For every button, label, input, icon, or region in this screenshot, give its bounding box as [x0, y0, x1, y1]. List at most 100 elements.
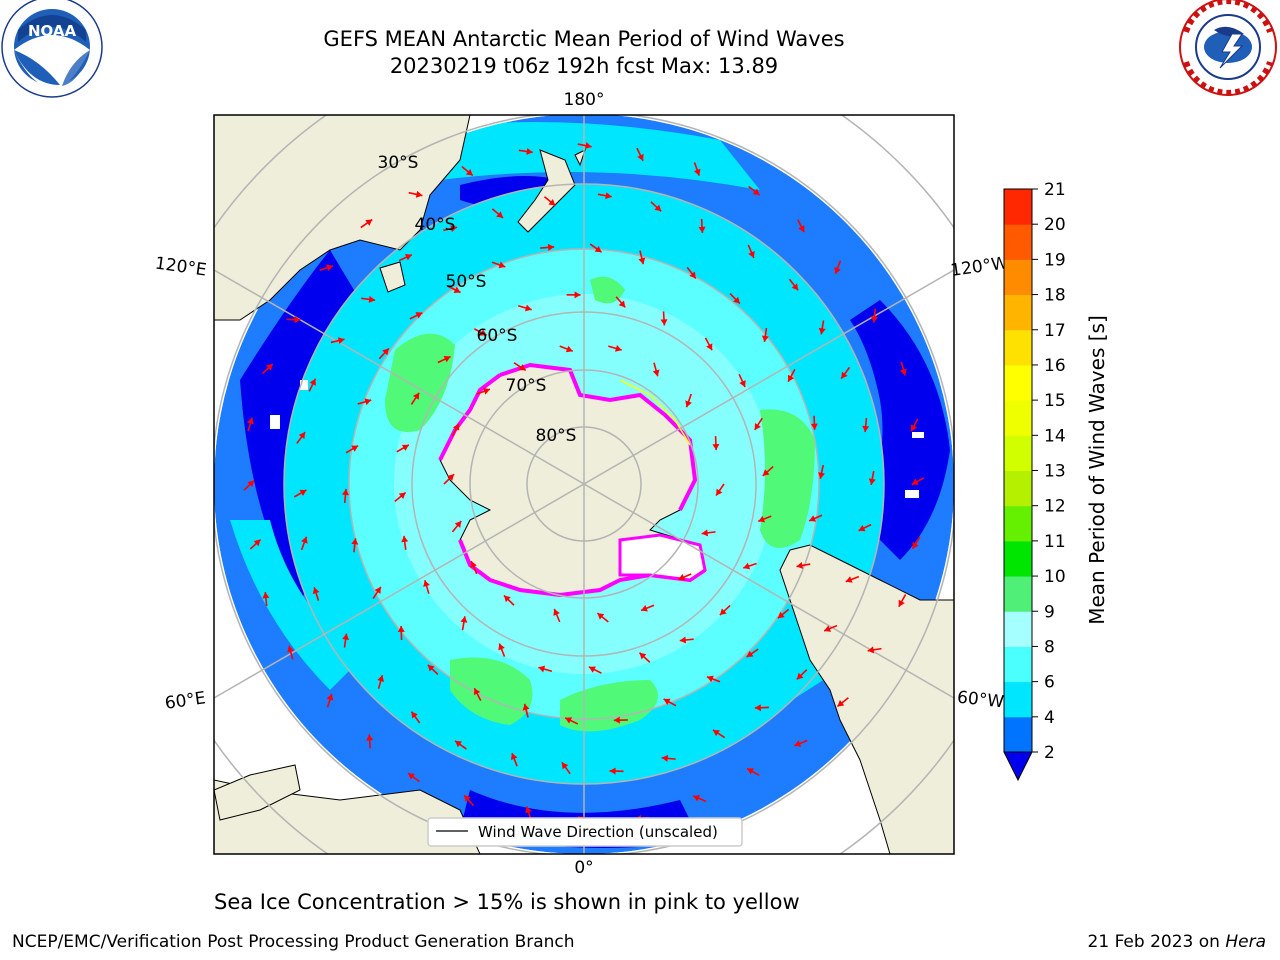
wave-direction-arrow [754, 704, 769, 712]
colorbar-tick-label: 13 [1044, 462, 1066, 482]
wave-direction-arrow [729, 292, 741, 305]
wave-direction-arrow [351, 538, 359, 553]
wave-direction-arrow [261, 363, 274, 375]
wave-direction-arrow [810, 415, 818, 430]
wave-direction-arrow [460, 616, 468, 631]
nws-logo [1179, 0, 1277, 96]
wave-direction-arrow [797, 219, 805, 233]
wave-direction-arrow [910, 418, 919, 432]
colorbar-segment [1004, 435, 1032, 471]
wave-direction-arrow [401, 535, 409, 550]
wave-direction-arrow [608, 345, 622, 352]
wave-direction-arrow [357, 398, 372, 406]
wave-direction-arrow [513, 362, 527, 372]
colorbar-tick-label: 20 [1044, 215, 1066, 235]
wave-direction-arrow [342, 633, 350, 648]
wave-direction-arrow [451, 520, 462, 533]
wave-direction-arrow [596, 612, 609, 623]
wave-direction-arrow [345, 444, 359, 454]
wave-direction-arrow [410, 392, 420, 405]
wave-direction-arrow [377, 674, 385, 689]
wave-direction-arrow [262, 592, 270, 607]
footer-date-text: 21 Feb 2023 on [1087, 932, 1226, 952]
legend-label: Wind Wave Direction (unscaled) [478, 823, 718, 841]
wave-direction-arrow [704, 337, 713, 351]
wave-direction-arrow [491, 261, 506, 269]
wave-direction-arrow [640, 604, 655, 612]
wave-direction-arrow [540, 243, 555, 251]
wave-direction-arrow [491, 208, 504, 219]
map-legend: Wind Wave Direction (unscaled) [427, 817, 743, 847]
wave-direction-arrow [796, 669, 808, 681]
wave-direction-arrow [868, 470, 876, 486]
wave-direction-arrow [870, 308, 878, 323]
wave-direction-arrow [719, 604, 731, 616]
lon-label-60e: 60°E [164, 688, 207, 713]
wave-direction-arrow [840, 366, 851, 380]
wave-direction-arrow [808, 514, 823, 522]
wave-direction-arrow [461, 166, 474, 177]
wave-direction-arrow [747, 244, 755, 259]
wave-direction-arrow [463, 794, 475, 807]
wave-direction-arrow [300, 536, 308, 551]
footer-credit: NCEP/EMC/Verification Post Processing Pr… [12, 932, 575, 952]
wave-direction-arrow [293, 489, 307, 498]
wave-direction-arrow [788, 278, 799, 291]
wave-direction-arrow [588, 666, 602, 674]
wave-direction-arrow [615, 296, 626, 308]
wave-direction-arrow [836, 697, 849, 708]
colorbar-segment [1004, 646, 1032, 683]
wave-direction-arrow [597, 192, 612, 200]
wave-direction-arrow [451, 423, 460, 437]
colorbar-tick-label: 19 [1044, 250, 1066, 270]
lat-label-60s: 60°S [477, 326, 518, 346]
colorbar-tick-label: 11 [1044, 532, 1066, 552]
wave-direction-arrow [712, 436, 720, 451]
wave-direction-arrow [396, 444, 410, 453]
sea-ice [438, 362, 707, 598]
graticule [214, 115, 954, 854]
colorbar-segment [1004, 224, 1032, 260]
wave-direction-arrow [510, 752, 518, 767]
lon-label-60w: 60°W [956, 688, 1005, 713]
map-area [214, 115, 954, 854]
map-title: GEFS MEAN Antarctic Mean Period of Wind … [323, 27, 845, 51]
colorbar-segment [1004, 716, 1032, 753]
wave-direction-arrow [686, 266, 697, 279]
lat-label-40s: 40°S [415, 215, 456, 235]
wave-direction-arrow [898, 594, 907, 608]
wave-direction-arrow [473, 687, 482, 702]
colorbar-tick-label: 10 [1044, 567, 1066, 587]
wave-direction-arrow [762, 465, 774, 477]
lon-label-120e: 120°E [154, 254, 208, 281]
wave-direction-arrow [330, 337, 345, 345]
colorbar-segment [1004, 611, 1032, 647]
colorbar-segment [1004, 470, 1032, 507]
wave-direction-arrow [693, 162, 701, 176]
wave-direction-arrow [341, 488, 349, 503]
wave-direction-arrow [517, 304, 532, 312]
colorbar-segment [1004, 329, 1032, 366]
wave-direction-arrow [398, 254, 413, 262]
colorbar-label: Mean Period of Wind Waves [s] [1085, 315, 1109, 625]
lon-label-120w: 120°W [949, 253, 1009, 281]
colorbar-tick-label: 17 [1044, 321, 1066, 341]
noaa-logo: NOAA [1, 0, 103, 98]
colorbar-segment [1004, 400, 1032, 436]
colorbar-tick-label: 2 [1044, 743, 1055, 763]
wave-direction-arrow [900, 361, 907, 376]
wave-direction-arrow [911, 477, 925, 486]
colorbar-tick-label: 9 [1044, 602, 1055, 622]
wave-direction-arrow [613, 716, 628, 724]
wave-direction-arrow [476, 387, 491, 395]
wave-direction-arrow [787, 369, 796, 383]
colorbar-extend-triangle [1003, 751, 1033, 782]
wave-direction-arrow [834, 260, 842, 275]
wave-direction-arrow [761, 327, 769, 343]
wave-direction-arrow [638, 250, 646, 265]
wave-direction-arrow [712, 729, 726, 739]
colorbar-segment [1004, 259, 1032, 296]
wave-direction-arrow [698, 218, 706, 233]
wave-direction-arrow [443, 225, 458, 232]
wave-direction-arrow [312, 587, 320, 601]
